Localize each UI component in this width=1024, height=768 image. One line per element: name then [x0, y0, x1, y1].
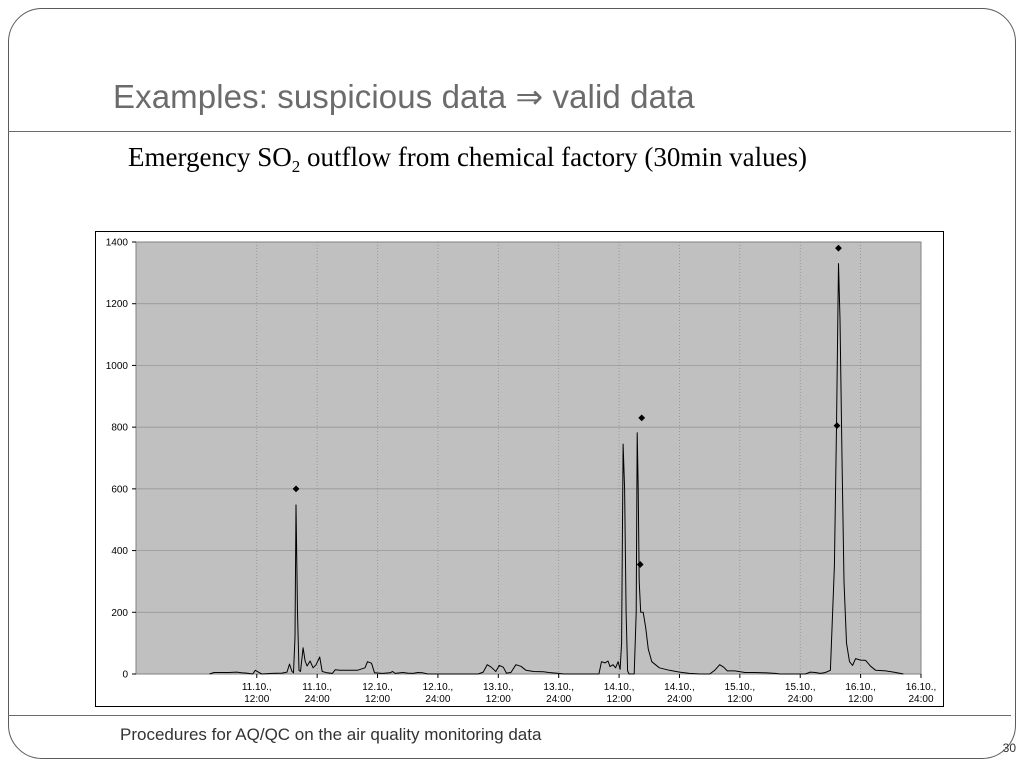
x-tick-label: 24:00	[788, 694, 813, 705]
y-tick-label: 1000	[106, 361, 129, 372]
so2-concentration-line	[209, 263, 904, 675]
x-tick-label: 11.10.,	[242, 682, 272, 693]
chart-svg: 020040060080010001200140011.10.,12:0011.…	[106, 238, 937, 706]
flagged-point-marker	[833, 422, 841, 429]
x-tick-label: 12.10.,	[423, 682, 454, 693]
x-tick-label: 24:00	[908, 694, 933, 705]
so2-chart: 0 200 400 600 800 1000 1200 1400 11.10., 12:00 11.…	[95, 231, 944, 707]
x-tick-label: 12:00	[365, 694, 390, 705]
x-tick-label: 16.10.,	[845, 682, 876, 693]
x-tick-label: 13.10.,	[543, 682, 574, 693]
page-number: 30	[1002, 741, 1016, 755]
flagged-point-marker	[292, 485, 300, 493]
subtitle-subscript: 2	[291, 157, 301, 176]
plot-area	[135, 241, 922, 675]
x-tick-label: 24:00	[305, 694, 330, 705]
x-tick-label: 12:00	[244, 694, 269, 705]
chart-subtitle: Emergency SO2 outflow from chemical fact…	[128, 142, 808, 176]
y-tick-label: 600	[111, 484, 128, 495]
footer-text: Procedures for AQ/QC on the air quality …	[120, 725, 542, 744]
x-tick-label: 12:00	[848, 694, 873, 705]
y-tick-label: 1200	[106, 299, 129, 310]
x-tick-label: 12:00	[727, 694, 752, 705]
slide-title: Examples: suspicious data ⇒ valid data	[113, 78, 695, 115]
y-tick-label: 200	[111, 608, 128, 619]
y-tick-label: 1400	[106, 238, 129, 249]
x-tick-label: 24:00	[546, 694, 571, 705]
x-tick-label: 13.10.,	[483, 682, 514, 693]
subtitle-suffix: outflow from chemical factory (30min val…	[300, 142, 808, 172]
y-tick-label: 800	[111, 423, 128, 434]
x-tick-label: 15.10.,	[785, 682, 816, 693]
flagged-point-marker	[636, 561, 644, 568]
x-tick-label: 14.10.,	[604, 682, 635, 693]
x-tick-label: 14.10.,	[664, 682, 695, 693]
x-tick-label: 15.10.,	[725, 682, 756, 693]
x-tick-label: 24:00	[425, 694, 450, 705]
subtitle-prefix: Emergency SO	[128, 142, 292, 172]
y-tick-label: 0	[122, 670, 128, 681]
x-tick-label: 12:00	[486, 694, 511, 705]
x-tick-label: 16.10.,	[906, 682, 937, 693]
y-tick-label: 400	[111, 546, 128, 557]
x-tick-label: 24:00	[667, 694, 692, 705]
x-tick-label: 12:00	[607, 694, 632, 705]
flagged-point-marker	[638, 414, 646, 422]
x-tick-label: 12.10.,	[362, 682, 393, 693]
title-divider	[8, 131, 1011, 132]
x-tick-label: 11.10.,	[302, 682, 332, 693]
footer-divider	[8, 715, 1011, 716]
slide-frame	[8, 8, 1016, 759]
